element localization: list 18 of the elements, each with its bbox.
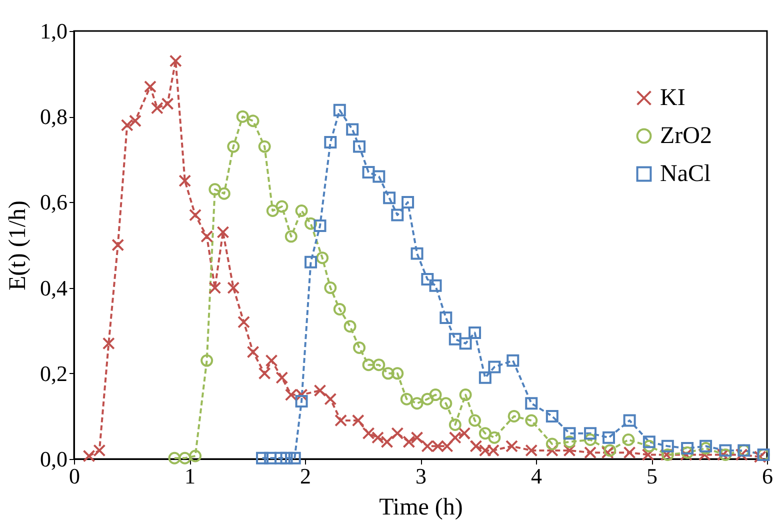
x-tick-label: 0 bbox=[69, 464, 80, 488]
x-axis-title: Time (h) bbox=[379, 494, 463, 520]
legend-label: ZrO2 bbox=[660, 123, 712, 149]
x-tick-label: 2 bbox=[300, 464, 311, 488]
y-axis-title: E(t) (1/h) bbox=[5, 200, 31, 290]
x-tick-label: 1 bbox=[184, 464, 196, 488]
y-tick-label: 0,0 bbox=[40, 446, 68, 472]
x-tick-label: 6 bbox=[762, 464, 773, 488]
y-tick-label: 0,6 bbox=[40, 190, 68, 215]
legend-label: NaCl bbox=[660, 161, 711, 187]
y-tick-label: 0,2 bbox=[40, 360, 68, 386]
x-tick-label: 5 bbox=[646, 464, 658, 488]
x-tick-label: 4 bbox=[531, 464, 542, 488]
x-tick-label: 3 bbox=[416, 464, 426, 488]
y-tick-label: 0,8 bbox=[40, 104, 68, 130]
y-tick-label: 0,4 bbox=[40, 275, 68, 300]
legend-label: KI bbox=[660, 85, 686, 111]
y-tick-label: 1,0 bbox=[40, 18, 68, 44]
